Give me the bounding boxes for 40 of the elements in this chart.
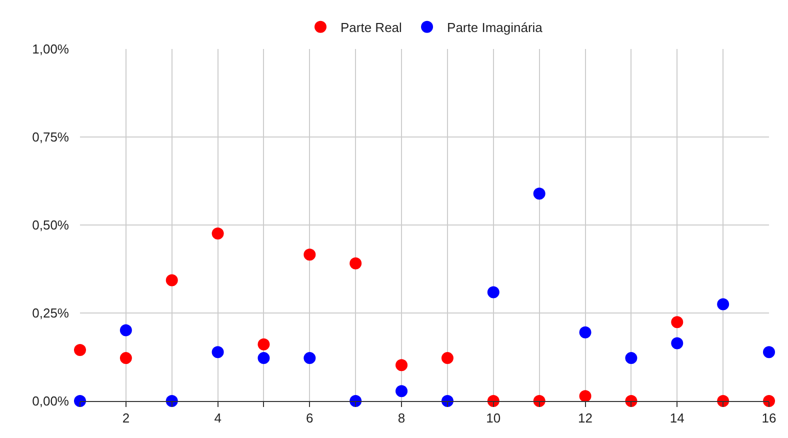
y-tick-label: 0,50% <box>32 218 70 233</box>
point <box>74 395 86 407</box>
y-tick-label: 1,00% <box>32 42 70 57</box>
point <box>258 338 270 350</box>
point <box>304 248 316 261</box>
point <box>625 352 638 364</box>
point <box>212 227 224 240</box>
point <box>350 257 362 270</box>
point <box>487 286 500 298</box>
point <box>763 346 775 358</box>
point <box>304 352 316 364</box>
point <box>212 346 224 358</box>
point <box>717 298 730 310</box>
y-tick-label: 0,75% <box>32 130 70 145</box>
point <box>579 390 592 402</box>
x-tick-label: 10 <box>486 410 501 426</box>
y-tick-label: 0,00% <box>32 394 70 409</box>
x-tick-label: 12 <box>578 410 593 426</box>
x-tick-label: 6 <box>306 410 314 426</box>
point <box>120 352 132 364</box>
point <box>396 359 408 372</box>
point <box>120 324 132 336</box>
x-tick-label: 4 <box>214 410 222 426</box>
point <box>579 326 592 338</box>
point <box>533 188 546 200</box>
legend-label: Parte Real <box>340 20 402 35</box>
x-tick-label: 2 <box>122 410 130 426</box>
y-tick-label: 0,25% <box>32 306 70 321</box>
point <box>671 337 684 350</box>
point <box>763 395 775 407</box>
x-tick-label: 8 <box>398 410 406 426</box>
point <box>441 352 454 364</box>
x-tick-label: 16 <box>762 410 776 426</box>
x-tick-label: 14 <box>670 410 684 426</box>
point <box>258 352 270 364</box>
point <box>396 385 408 398</box>
legend-label: Parte Imaginária <box>447 20 544 35</box>
point <box>166 274 178 286</box>
point <box>74 344 86 356</box>
point <box>671 316 684 328</box>
